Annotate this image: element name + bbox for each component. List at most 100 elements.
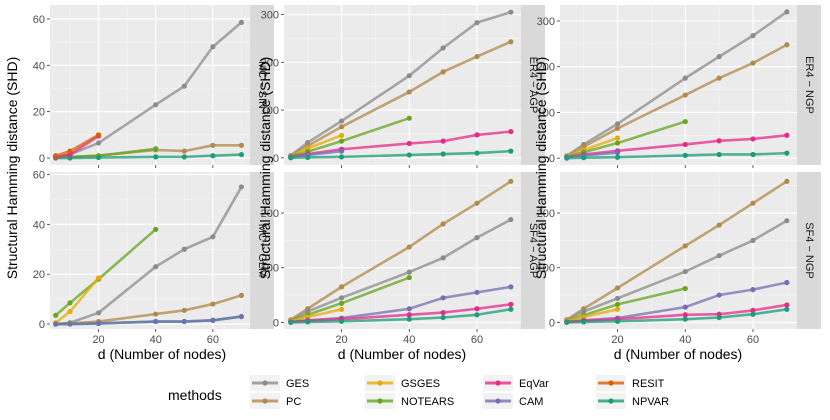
facet-strip: [521, 172, 545, 329]
x-axis-title-col3: d (Number of nodes): [614, 346, 742, 362]
legend-label-resit: RESIT: [632, 378, 665, 390]
data-point-pc: [440, 221, 446, 227]
data-point-gsges: [95, 275, 102, 281]
data-point-npvar: [440, 314, 446, 321]
data-point-npvar: [508, 306, 514, 312]
x-tick-label: 20: [92, 334, 104, 346]
legend-key-point: [608, 380, 614, 386]
data-point-cam: [474, 289, 480, 295]
facet-strip-label: MC − SIN: [256, 61, 268, 109]
legend-key-point: [377, 380, 383, 386]
data-point-notears: [153, 146, 159, 152]
x-tick-label: 20: [335, 334, 347, 346]
legend-key-point: [495, 380, 501, 386]
series-group: [288, 9, 514, 161]
legend-key-point: [262, 398, 268, 404]
data-point-ges: [440, 45, 446, 51]
data-point-ges: [153, 264, 159, 270]
data-point-ges: [181, 83, 187, 89]
legend-key-point: [262, 380, 268, 386]
data-point-pc: [210, 301, 216, 307]
facet-strip: [250, 5, 274, 165]
data-point-eqvar: [682, 141, 688, 148]
data-point-pc: [508, 178, 514, 184]
data-point-notears: [406, 115, 412, 121]
data-point-pc: [238, 142, 245, 148]
data-point-npvar: [716, 151, 722, 158]
data-point-ges: [181, 246, 187, 252]
y-tick-label: 0: [273, 317, 279, 329]
data-point-pc: [614, 125, 621, 132]
data-point-npvar: [784, 306, 790, 312]
data-point-pc: [406, 244, 412, 250]
y-tick-label: 20: [33, 107, 45, 119]
legend-label-eqvar: EqVar: [519, 378, 549, 390]
data-point-notears: [406, 274, 412, 281]
data-point-cam: [716, 292, 722, 298]
legend: methods GES PC GSGES NOTEARS EqVar CAM RESIT NPV…: [168, 375, 669, 409]
data-point-pc: [614, 285, 621, 291]
data-point-npvar: [338, 318, 345, 324]
facet-strip: [797, 5, 821, 165]
y-tick-label: 100: [537, 107, 555, 119]
legend-label-cam: CAM: [519, 396, 543, 408]
y-tick-label: 20: [33, 269, 45, 281]
data-point-ges: [406, 73, 412, 79]
data-point-notears: [67, 300, 73, 306]
data-point-notears: [682, 285, 688, 292]
series-group: [288, 178, 514, 326]
series-line-notears: [289, 116, 411, 158]
panel-mc-sin: 0 20 40 60 MC − SIN: [33, 5, 274, 168]
data-point-ges: [508, 9, 514, 15]
data-point-pc: [406, 89, 412, 95]
x-tick-label: 40: [403, 334, 415, 346]
data-point-ges: [210, 234, 216, 240]
data-point-npvar: [210, 153, 216, 159]
data-point-gsges: [67, 308, 73, 315]
facet-strip-label: ER4 − NGP: [803, 56, 815, 114]
data-point-cam: [181, 318, 187, 325]
data-point-eqvar: [716, 138, 722, 144]
data-point-cam: [784, 279, 790, 286]
data-point-pc: [210, 142, 216, 148]
y-tick-label: 200: [537, 62, 555, 74]
data-point-cam: [682, 304, 688, 310]
x-axis-title-col2: d (Number of nodes): [338, 346, 466, 362]
data-point-pc: [338, 284, 345, 290]
panel-background: [50, 5, 250, 165]
data-point-eqvar: [682, 312, 688, 318]
data-point-gsges: [614, 306, 621, 312]
series-group: [53, 184, 245, 327]
data-point-npvar: [238, 151, 245, 158]
data-point-notears: [153, 226, 159, 232]
data-point-eqvar: [440, 138, 446, 144]
series-line-notears: [565, 120, 687, 159]
data-point-ges: [210, 44, 216, 50]
data-point-ges: [750, 33, 756, 39]
data-point-ges: [238, 19, 245, 25]
data-point-eqvar: [750, 307, 756, 314]
data-point-cam: [238, 313, 245, 320]
data-point-npvar: [474, 150, 480, 156]
data-point-pc: [716, 222, 722, 228]
facet-strip-label: MC − GLM: [256, 224, 268, 277]
data-point-notears: [614, 140, 621, 146]
facet-strip-label: SF4 − NGP: [803, 222, 815, 279]
legend-label-ges: GES: [286, 378, 309, 390]
data-point-ges: [238, 184, 245, 190]
data-point-npvar: [440, 151, 446, 157]
legend-title: methods: [168, 387, 222, 403]
data-point-npvar: [716, 314, 722, 321]
panel-er4-ngp: 0 100 200 300 ER4 − NGP: [537, 5, 821, 168]
data-point-ges: [440, 255, 446, 261]
panel-background: [284, 5, 521, 165]
data-point-cam: [614, 150, 621, 156]
data-point-notears: [338, 300, 345, 306]
data-point-ges: [581, 308, 587, 315]
y-axis-title-col3: Structural Hamming distance (SHD): [533, 57, 549, 280]
data-point-ges: [153, 102, 159, 108]
panel-mc-glm: 0 20 40 60 20 40 60 MC − GLM: [33, 169, 274, 346]
panel-sf4-agp: 0 100 200 20 40 60 SF4 − AGP: [261, 172, 545, 346]
y-tick-label: 0: [273, 153, 279, 165]
